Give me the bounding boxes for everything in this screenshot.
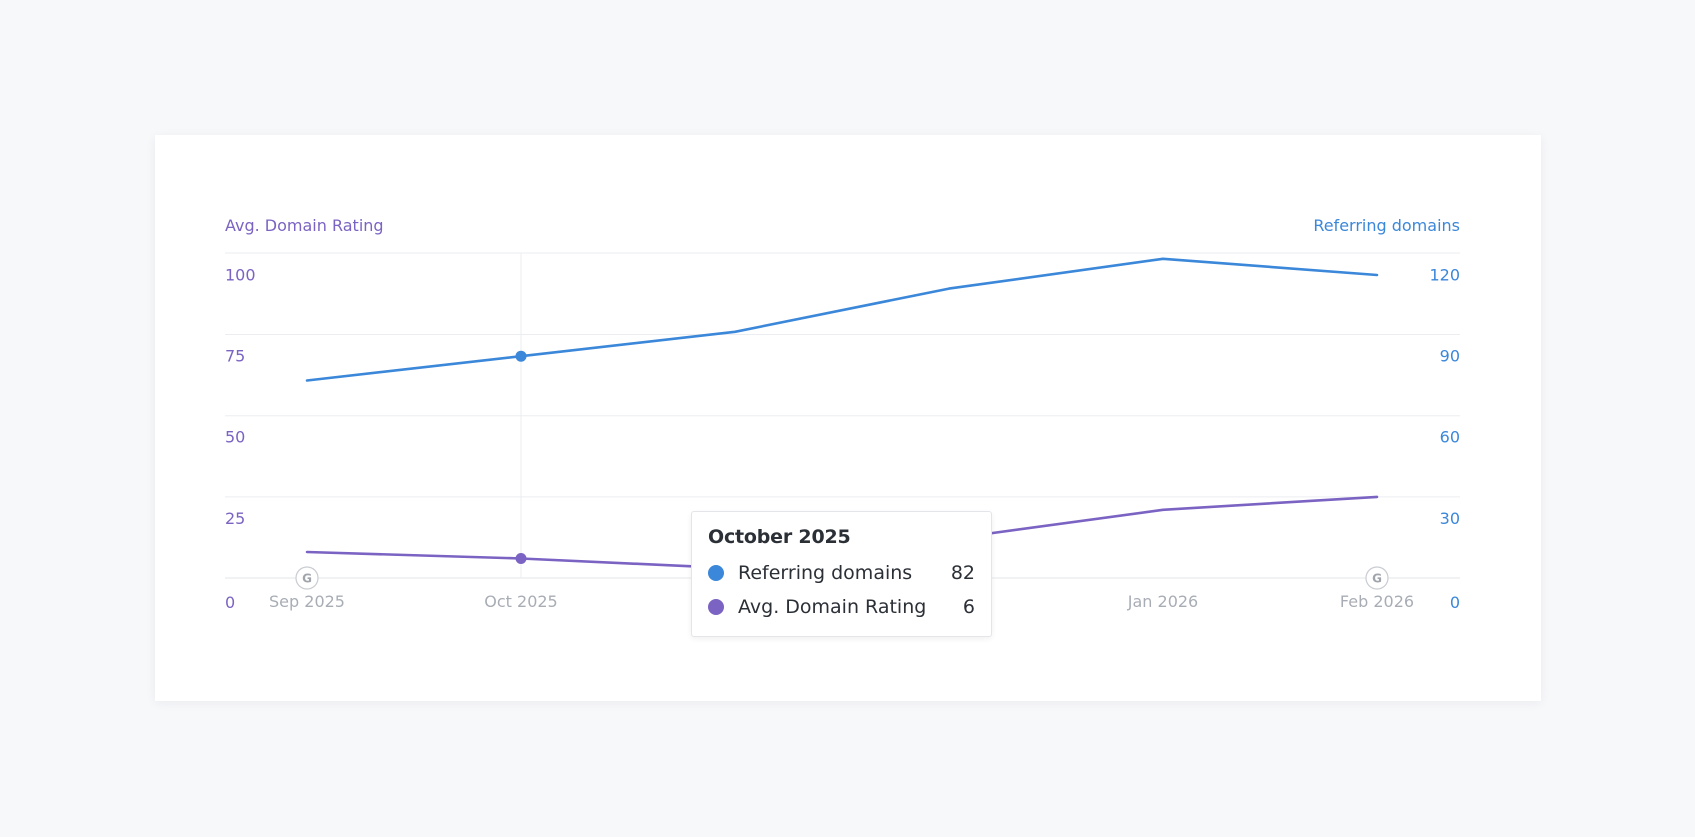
x-axis-tick: Sep 2025 bbox=[269, 592, 345, 611]
left-axis-tick: 0 bbox=[225, 593, 235, 612]
left-axis-tick: 50 bbox=[225, 428, 245, 447]
right-axis-title: Referring domains bbox=[1313, 216, 1460, 235]
left-axis-title: Avg. Domain Rating bbox=[225, 216, 384, 235]
x-axis-tick: Jan 2026 bbox=[1127, 592, 1198, 611]
x-axis-tick: Oct 2025 bbox=[484, 592, 557, 611]
tooltip-value: 6 bbox=[962, 596, 975, 618]
tooltip-row-avg-domain-rating: Avg. Domain Rating 6 bbox=[708, 590, 975, 624]
referring-domains-legend-dot bbox=[708, 565, 724, 581]
left-axis-tick: 100 bbox=[225, 265, 256, 284]
avg-domain-rating-legend-dot bbox=[708, 599, 724, 615]
chart-card: 0 0 25 30 50 60 75 90 100 120 Avg. Domain Rating Re… bbox=[155, 135, 1541, 701]
google-update-marker-label: G bbox=[302, 572, 312, 586]
tooltip-label: Referring domains bbox=[738, 562, 913, 584]
google-update-marker-label: G bbox=[1372, 572, 1382, 586]
left-axis-tick: 75 bbox=[225, 347, 245, 366]
tooltip-row-referring-domains: Referring domains 82 bbox=[708, 556, 975, 590]
chart-tooltip: October 2025 Referring domains 82 Avg. D… bbox=[691, 511, 992, 637]
right-axis-tick: 30 bbox=[1440, 509, 1460, 528]
right-axis-tick: 60 bbox=[1440, 428, 1460, 447]
tooltip-value: 82 bbox=[950, 562, 975, 584]
right-axis-tick: 90 bbox=[1440, 347, 1460, 366]
google-update-marker-icon bbox=[295, 566, 319, 590]
left-axis-tick: 25 bbox=[225, 509, 245, 528]
google-update-marker-icon bbox=[1365, 566, 1389, 590]
highlighted-point bbox=[515, 350, 527, 362]
tooltip-label: Avg. Domain Rating bbox=[738, 596, 927, 618]
right-axis-tick: 120 bbox=[1429, 265, 1460, 284]
referring-domains-line bbox=[305, 257, 1379, 382]
highlighted-point bbox=[515, 553, 527, 565]
right-axis-tick: 0 bbox=[1450, 593, 1460, 612]
x-axis-tick: Feb 2026 bbox=[1340, 592, 1414, 611]
tooltip-title: October 2025 bbox=[708, 526, 851, 548]
